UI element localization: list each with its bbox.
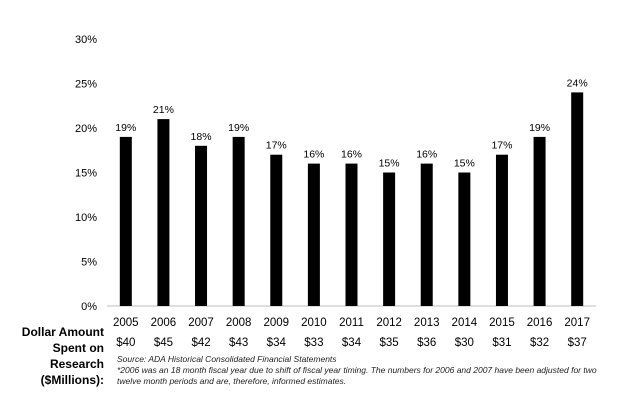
research-spend-value: $33 (304, 337, 323, 349)
research-spend-value: $42 (191, 337, 210, 349)
research-spend-value: $43 (229, 337, 248, 349)
data-label: 21% (153, 104, 174, 116)
secondary-row-label: Dollar Amount Spent on Research ($Millio… (21, 325, 104, 387)
x-tick-label: 2010 (301, 317, 327, 329)
source-note: Source: ADA Historical Consolidated Fina… (117, 354, 337, 364)
x-tick-label: 2005 (113, 317, 139, 329)
bar (533, 136, 546, 306)
bar (420, 163, 433, 306)
data-label: 16% (303, 149, 324, 161)
bar (571, 92, 584, 307)
bar (458, 172, 471, 306)
data-label: 18% (191, 131, 212, 143)
x-tick-label: 2009 (263, 317, 289, 329)
x-tick-label: 2006 (151, 317, 177, 329)
y-tick-label: 5% (81, 257, 97, 269)
research-spend-value: $30 (455, 337, 474, 349)
data-label: 24% (567, 77, 588, 89)
research-spend-value: $37 (568, 337, 587, 349)
bar (195, 145, 208, 306)
bar (119, 136, 132, 306)
x-tick-label: 2011 (339, 317, 364, 329)
x-tick-label: 2014 (452, 317, 478, 329)
bar (307, 163, 320, 306)
data-label: 17% (491, 140, 512, 152)
data-label: 16% (341, 149, 362, 161)
data-label: 19% (529, 122, 550, 134)
research-spend-value: $45 (154, 337, 173, 349)
data-label: 19% (115, 122, 136, 134)
x-tick-label: 2016 (527, 317, 553, 329)
y-tick-label: 10% (75, 212, 97, 224)
x-tick-label: 2017 (564, 317, 590, 329)
x-tick-label: 2015 (489, 317, 515, 329)
research-spend-value: $31 (492, 337, 511, 349)
research-spend-value: $34 (267, 337, 287, 349)
x-tick-label: 2007 (188, 317, 214, 329)
research-spend-value: $40 (116, 337, 135, 349)
bar (270, 154, 283, 306)
bar (495, 154, 508, 306)
x-tick-label: 2013 (414, 317, 440, 329)
data-label: 19% (228, 122, 249, 134)
x-tick-label: 2012 (376, 317, 402, 329)
research-spend-value: $34 (342, 337, 362, 349)
x-tick-label: 2008 (226, 317, 252, 329)
data-label: 16% (416, 149, 437, 161)
research-spend-value: $32 (530, 337, 549, 349)
bar (383, 172, 396, 306)
y-tick-label: 20% (75, 123, 97, 135)
fiscal-year-note: *2006 was an 18 month fiscal year due to… (117, 365, 597, 386)
data-label: 15% (454, 158, 475, 170)
y-tick-label: 30% (75, 34, 97, 46)
data-label: 15% (379, 158, 400, 170)
bar (345, 163, 358, 306)
y-tick-label: 25% (75, 79, 97, 91)
research-spend-value: $36 (417, 337, 436, 349)
y-tick-label: 0% (81, 301, 97, 313)
data-label: 17% (266, 140, 287, 152)
bar (232, 136, 245, 306)
bar (157, 119, 170, 306)
footnotes: Source: ADA Historical Consolidated Fina… (117, 354, 612, 387)
research-spend-value: $35 (380, 337, 399, 349)
y-tick-label: 15% (75, 168, 97, 180)
